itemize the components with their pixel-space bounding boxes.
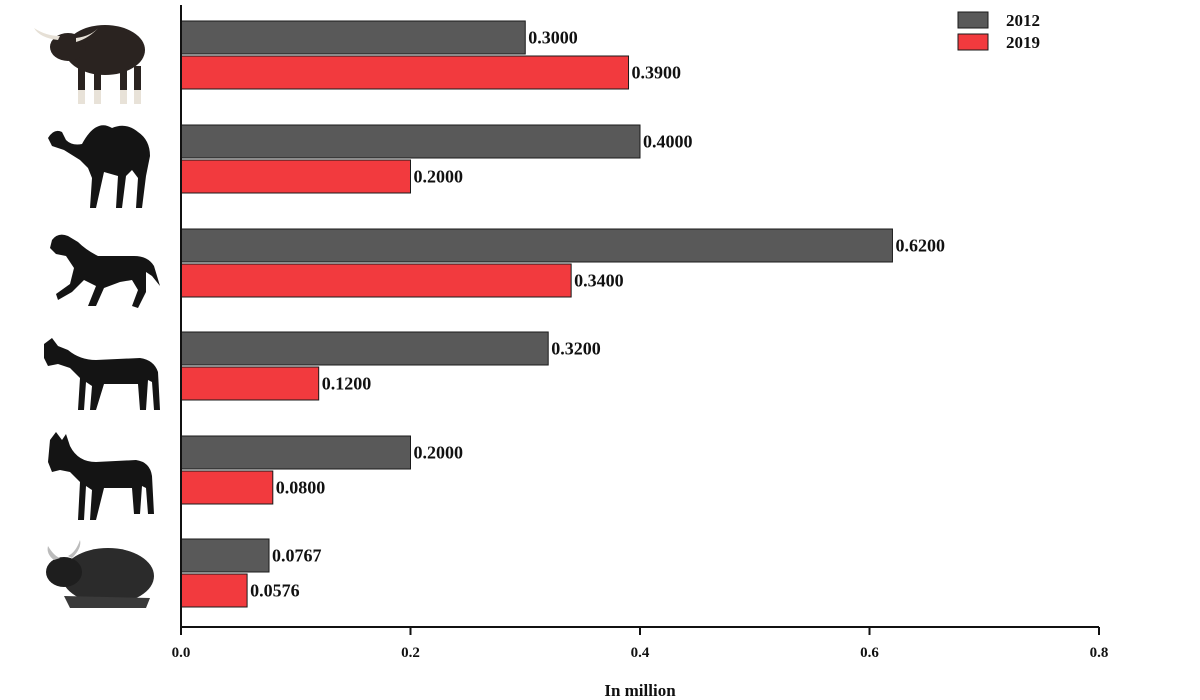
category-icons: [34, 25, 160, 608]
legend-label-2019: 2019: [1006, 33, 1040, 52]
bar-2019-gaur: [180, 55, 630, 90]
legend-swatch-2012: [957, 11, 989, 29]
camel-icon: [48, 125, 150, 208]
bar-value-label: 0.3400: [574, 271, 624, 291]
bar-value-label: 0.0576: [250, 581, 300, 601]
bar-2012-camel: [180, 124, 641, 159]
legend: 2012 2019: [957, 11, 1040, 52]
legend-swatch-2019: [957, 33, 989, 51]
donkey-icon: [44, 338, 160, 410]
bar-value-label: 0.0800: [276, 478, 326, 498]
x-tick-label: 0.8: [1090, 645, 1109, 661]
bar-2012-yak: [180, 538, 270, 573]
bar-2019-mule: [180, 470, 274, 505]
bar-value-label: 0.2000: [414, 443, 464, 463]
bars-group: [180, 20, 893, 608]
bar-2019-horse: [180, 263, 572, 298]
bar-2019-yak: [180, 573, 248, 608]
bar-value-label: 0.3000: [528, 28, 578, 48]
bar-value-label: 0.2000: [414, 167, 464, 187]
bar-2019-donkey: [180, 366, 320, 401]
x-tick-label: 0.4: [631, 645, 650, 661]
bar-2012-horse: [180, 228, 893, 263]
bar-value-label: 0.3200: [551, 339, 601, 359]
bar-2012-gaur: [180, 20, 526, 55]
bar-value-label: 0.6200: [895, 236, 945, 256]
legend-label-2012: 2012: [1006, 11, 1040, 30]
gaur-icon: [34, 25, 145, 104]
bar-value-label: 0.4000: [643, 132, 693, 152]
bar-labels-group: 0.3000 0.3900 0.4000 0.2000 0.6200 0.3400 0.32…: [250, 28, 945, 601]
mule-icon: [48, 432, 154, 520]
x-tick-label: 0.2: [401, 645, 420, 661]
bar-2019-camel: [180, 159, 411, 194]
yak-icon: [46, 540, 154, 608]
bar-2012-donkey: [180, 331, 549, 366]
x-tick-label: 0.0: [172, 645, 191, 661]
horse-icon: [50, 234, 160, 308]
bar-2012-mule: [180, 435, 411, 470]
x-axis-title: In million: [604, 681, 676, 700]
axes-group: 0.0 0.2 0.4 0.6 0.8 In million: [172, 5, 1109, 700]
x-tick-label: 0.6: [860, 645, 879, 661]
bar-value-label: 0.1200: [322, 374, 372, 394]
bar-value-label: 0.3900: [632, 63, 682, 83]
bar-value-label: 0.0767: [272, 546, 322, 566]
